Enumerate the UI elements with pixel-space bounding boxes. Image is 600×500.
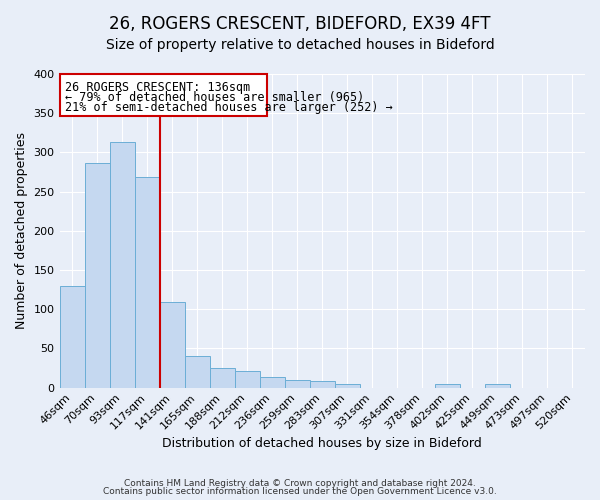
Text: Size of property relative to detached houses in Bideford: Size of property relative to detached ho… <box>106 38 494 52</box>
FancyBboxPatch shape <box>59 74 267 116</box>
Bar <box>134 178 160 388</box>
Bar <box>59 286 85 388</box>
Bar <box>85 162 110 388</box>
Bar <box>260 376 285 388</box>
X-axis label: Distribution of detached houses by size in Bideford: Distribution of detached houses by size … <box>163 437 482 450</box>
Text: ← 79% of detached houses are smaller (965): ← 79% of detached houses are smaller (96… <box>65 91 364 104</box>
Bar <box>160 302 185 388</box>
Bar <box>209 368 235 388</box>
Bar <box>185 356 209 388</box>
Text: 26, ROGERS CRESCENT, BIDEFORD, EX39 4FT: 26, ROGERS CRESCENT, BIDEFORD, EX39 4FT <box>109 15 491 33</box>
Bar <box>285 380 310 388</box>
Bar <box>310 380 335 388</box>
Text: 21% of semi-detached houses are larger (252) →: 21% of semi-detached houses are larger (… <box>65 102 392 114</box>
Y-axis label: Number of detached properties: Number of detached properties <box>15 132 28 330</box>
Bar <box>335 384 360 388</box>
Bar <box>435 384 460 388</box>
Bar <box>110 142 134 388</box>
Text: 26 ROGERS CRESCENT: 136sqm: 26 ROGERS CRESCENT: 136sqm <box>65 81 250 94</box>
Text: Contains HM Land Registry data © Crown copyright and database right 2024.: Contains HM Land Registry data © Crown c… <box>124 478 476 488</box>
Text: Contains public sector information licensed under the Open Government Licence v3: Contains public sector information licen… <box>103 487 497 496</box>
Bar <box>485 384 510 388</box>
Bar <box>235 371 260 388</box>
